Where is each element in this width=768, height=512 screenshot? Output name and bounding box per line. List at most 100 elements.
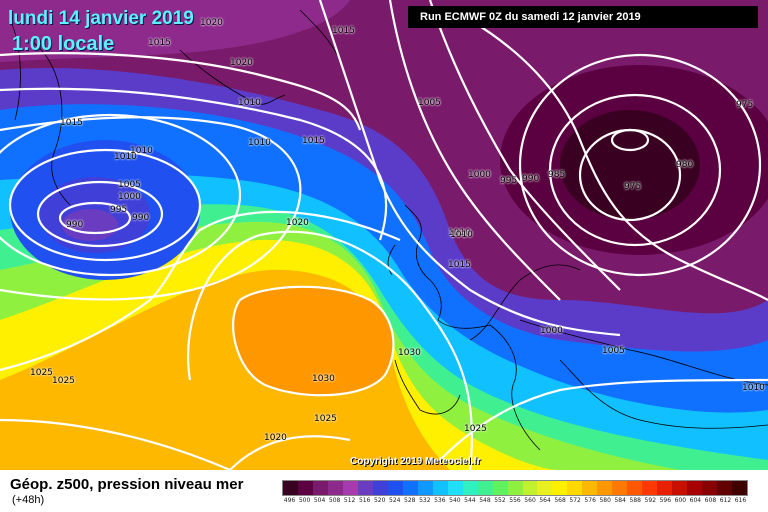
legend-swatch [732,481,748,495]
local-time-title: 1:00 locale [12,33,115,55]
legend-tick-label: 564 [539,497,551,504]
legend-swatch [642,481,658,495]
legend-swatch [627,481,643,495]
legend-tick-label: 616 [734,497,747,504]
isobar-label: 1005 [418,98,441,108]
legend-tick-label: 508 [328,497,341,504]
legend-tick-label: 596 [659,497,672,504]
isobar-label: 1030 [312,374,335,384]
legend-swatch [567,481,583,495]
isobar-label: 1015 [148,38,171,48]
band-purple-top-west [0,0,350,62]
legend-tick-label: 552 [494,497,506,504]
legend-swatch [597,481,613,495]
legend-swatch [552,481,568,495]
legend-swatch [327,481,343,495]
legend-swatch [402,481,418,495]
isobar-label: 990 [66,220,84,230]
isobar-label: 985 [548,170,566,180]
legend-tick-label: 540 [449,497,461,504]
isobar-label: 975 [624,182,642,192]
legend-tick-label: 592 [644,497,657,504]
legend-tick-label: 536 [434,497,446,504]
legend-tick-label: 528 [404,497,416,504]
legend-swatch [357,481,373,495]
legend-swatch [297,481,313,495]
legend-tick-label: 532 [419,497,431,504]
parameter-title: Géop. z500, pression niveau mer [10,476,244,493]
band-orange [233,286,394,396]
run-info-banner: Run ECMWF 0Z du samedi 12 janvier 2019 [408,6,758,28]
legend-tick-label: 544 [464,497,476,504]
legend-swatch [462,481,478,495]
legend-tick-label: 588 [629,497,641,504]
isobar-label: 1025 [52,376,75,386]
legend-swatch [283,481,298,495]
isobar-label: 995 [110,205,128,215]
coastlines [9,9,768,451]
legend-tick-label: 604 [689,497,702,504]
legend-tick-label: 576 [584,497,596,504]
legend-swatch [477,481,493,495]
isobar-label: 1030 [398,348,421,358]
isobar-label: 1015 [448,260,471,270]
isobar-label: 1010 [114,152,137,162]
legend-tick-label: 560 [524,497,536,504]
legend-swatch [702,481,718,495]
legend-tick-label: 556 [509,497,521,504]
legend-swatch [417,481,433,495]
isobar-label: 1010 [248,138,271,148]
legend-tick-label: 572 [569,497,581,504]
legend-tick-label: 580 [599,497,611,504]
legend-tick-label: 516 [358,497,371,504]
legend-swatch [507,481,523,495]
legend-tick-label: 512 [343,497,356,504]
forecast-range: (+48h) [12,494,45,506]
isobar-label: 990 [132,213,150,223]
isobar-label: 1020 [230,58,253,68]
legend-tick-label: 496 [283,497,296,504]
legend-swatch [687,481,703,495]
legend-tick-label: 584 [614,497,626,504]
isobar-label: 1010 [130,146,153,156]
legend-tick-label: 600 [674,497,687,504]
isobar-label: 1020 [286,218,309,228]
legend-swatch [387,481,403,495]
legend-swatch [717,481,733,495]
legend-tick-label: 548 [479,497,491,504]
legend-tick-label: 568 [554,497,566,504]
legend-tick-label: 500 [298,497,311,504]
isobar-label: 1005 [118,180,141,190]
isobar-label: 1000 [540,326,563,336]
legend-tick-label: 520 [373,497,386,504]
legend-tick-labels: 496 500 504 508 512 516 520 524 528 532 536 540 544 5… [282,497,748,507]
isobar-label: 975 [736,100,754,110]
isobar-label: 1010 [238,98,261,108]
low-east-inner [560,110,700,220]
isobar-label: 1025 [464,424,487,434]
legend-swatch [492,481,508,495]
legend-swatch [342,481,358,495]
isobar-label: 1000 [118,192,141,202]
legend-swatch [447,481,463,495]
isobar-label: 1015 [302,136,325,146]
geopotential-pressure-map [0,0,768,470]
legend-swatch [657,481,673,495]
legend-swatch [522,481,538,495]
legend-swatch [612,481,628,495]
isobar-label: 1020 [200,18,223,28]
isobar-label: 990 [522,174,540,184]
legend-swatch [372,481,388,495]
legend-tick-label: 524 [389,497,401,504]
isobar-label: 1000 [468,170,491,180]
legend-swatch [672,481,688,495]
isobar-label: 1005 [602,346,625,356]
isobars [0,0,768,470]
map-footer: Géop. z500, pression niveau mer (+48h) 4… [0,470,768,512]
legend-swatch [432,481,448,495]
legend-tick-label: 612 [719,497,732,504]
legend-color-bar [282,480,748,496]
color-scale-legend: 496 500 504 508 512 516 520 524 528 532 536 540 544 5… [282,480,748,506]
legend-swatch [537,481,553,495]
isobar-label: 1010 [450,230,473,240]
